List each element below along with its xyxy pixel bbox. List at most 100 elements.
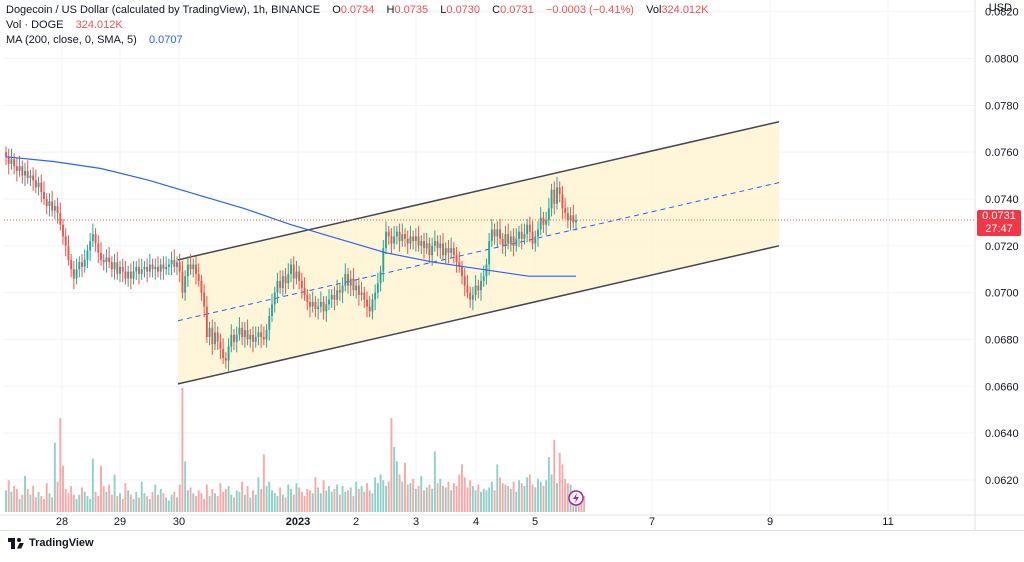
candle-body: [192, 264, 195, 270]
candle-body: [398, 231, 401, 242]
time-tick-label: 30: [173, 516, 185, 528]
volume-bar: [157, 494, 159, 512]
volume-bar: [159, 488, 162, 512]
volume-indicator-value: 324.012K: [75, 19, 123, 31]
volume-bar: [349, 487, 352, 512]
candle-body: [124, 271, 127, 279]
volume-bar: [558, 452, 561, 512]
candle-body: [534, 236, 537, 244]
legend-vol-label: Vol: [646, 4, 662, 16]
channel-midline: [177, 182, 780, 322]
volume-bar: [43, 499, 45, 512]
volume-bar: [382, 480, 385, 512]
volume-bar: [458, 474, 461, 512]
candle-body: [317, 306, 320, 309]
candle-body: [537, 229, 539, 237]
candle-body: [62, 224, 64, 237]
candle-body: [132, 271, 135, 279]
time-tick-label: 9: [767, 516, 773, 528]
candle-body: [311, 301, 314, 307]
bar-countdown: 27:47: [985, 223, 1013, 235]
volume-bar: [265, 486, 268, 512]
candle-body: [184, 276, 187, 293]
candle-body: [363, 292, 366, 300]
volume-bar: [178, 484, 181, 512]
volume-bar: [409, 483, 412, 512]
candle-body: [34, 180, 37, 188]
candle-body: [531, 231, 534, 244]
volume-bar: [534, 487, 537, 512]
volume-bar: [26, 488, 29, 512]
volume-bar: [181, 387, 184, 512]
channel-lower-line: [177, 245, 780, 385]
volume-bar: [290, 488, 292, 512]
candle-body: [387, 231, 390, 237]
volume-bar: [34, 497, 37, 512]
volume-bar: [295, 483, 298, 512]
volume-bar: [471, 486, 474, 512]
candle-body: [542, 217, 545, 225]
current-price-value: 0.0731: [982, 210, 1016, 222]
candle-body: [157, 266, 159, 272]
volume-bar: [189, 487, 192, 512]
ma-200-line: [5, 156, 576, 277]
volume-bar: [81, 487, 83, 512]
candle-body: [127, 271, 130, 279]
candle-body: [471, 294, 474, 300]
candle-body: [382, 248, 385, 272]
volume-bar: [216, 496, 219, 512]
volume-bar: [547, 457, 550, 512]
volume-bar: [371, 493, 374, 512]
volume-bar: [309, 490, 311, 512]
candle-body: [178, 262, 181, 272]
candle-body: [561, 194, 564, 209]
time-tick-label: 28: [56, 516, 68, 528]
volume-bar: [442, 486, 444, 512]
tradingview-logo[interactable]: TradingView: [8, 537, 94, 549]
candle-body: [67, 245, 70, 260]
candle-body: [268, 316, 271, 331]
candle-body: [564, 208, 567, 214]
time-tick-label: 2: [353, 516, 359, 528]
volume-bar: [154, 484, 157, 512]
candle-body: [162, 264, 165, 270]
volume-bar: [78, 494, 81, 512]
candle-body: [5, 152, 7, 157]
volume-bar: [583, 496, 586, 512]
candle-body: [197, 273, 200, 281]
volume-bar: [233, 497, 235, 512]
volume-bar: [518, 480, 520, 512]
price-tick-label: 0.0620: [985, 475, 1019, 487]
candle-body: [401, 234, 404, 242]
candle-body: [520, 231, 523, 239]
candle-body: [281, 276, 284, 288]
candle-body: [575, 220, 577, 223]
candle-body: [167, 264, 170, 267]
candle-body: [222, 348, 225, 359]
candle-body: [219, 341, 222, 349]
volume-bar: [322, 480, 325, 512]
candle-body: [15, 166, 18, 171]
volume-bar: [273, 493, 276, 512]
candle-body: [518, 231, 520, 239]
volume-bar: [64, 488, 67, 512]
candle-body: [279, 280, 282, 288]
volume-bar: [512, 481, 515, 512]
volume-bar: [496, 464, 499, 512]
volume-bar: [330, 491, 333, 512]
candle-body: [303, 287, 306, 295]
volume-bar: [387, 481, 390, 512]
candle-body: [444, 248, 447, 256]
volume-bar: [507, 486, 510, 512]
volume-bar: [414, 488, 417, 512]
candle-body: [368, 306, 371, 312]
candle-body: [488, 241, 491, 265]
volume-bar: [298, 487, 301, 512]
volume-bar: [553, 439, 556, 512]
volume-bar: [550, 474, 553, 512]
candle-body: [553, 189, 556, 204]
volume-bar: [439, 478, 442, 512]
volume-bar: [13, 486, 16, 512]
